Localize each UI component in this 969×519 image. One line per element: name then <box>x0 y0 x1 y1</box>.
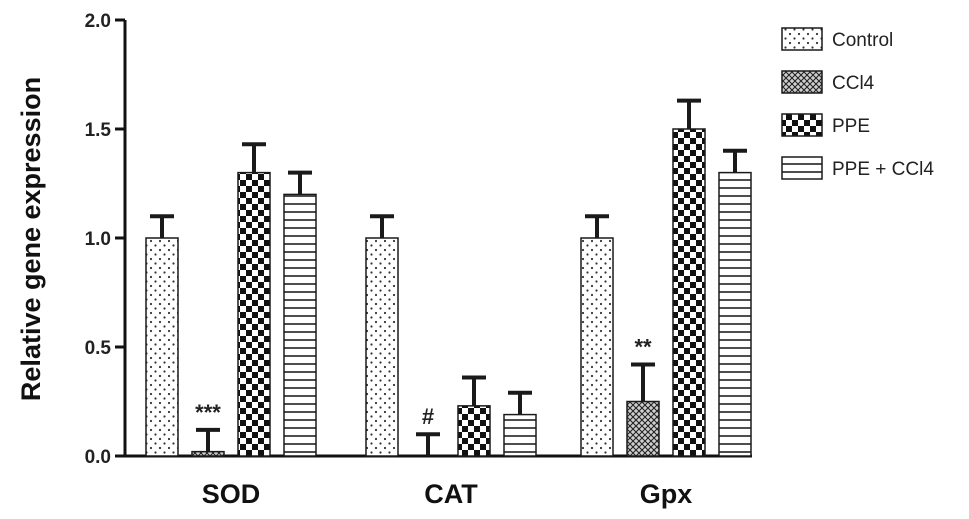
bar-gpx-ppe-ccl4 <box>718 171 752 457</box>
y-axis-label-group: Relative gene expression <box>16 77 46 401</box>
axis-frame <box>123 20 752 458</box>
bar-gpx-ccl4 <box>626 400 660 457</box>
legend-label: CCl4 <box>832 73 875 94</box>
y-tick-label: 2.0 <box>85 11 111 32</box>
x-category-label: CAT <box>424 479 478 509</box>
x-category-labels: SOD CAT Gpx <box>202 479 693 509</box>
significance-annotation: ** <box>634 334 652 359</box>
x-category-label: SOD <box>202 479 261 509</box>
legend: Control CCl4 PPE PPE + CCl4 <box>781 27 934 180</box>
axes <box>123 20 752 458</box>
y-ticks: 0.0 0.5 1.0 1.5 2.0 <box>85 11 125 468</box>
legend-swatch <box>781 113 823 137</box>
y-axis-label: Relative gene expression <box>16 77 46 401</box>
bar-gpx-ppe <box>672 128 706 457</box>
legend-swatch <box>781 70 823 94</box>
bar-gpx-control <box>580 237 614 457</box>
y-tick-label: 0.5 <box>85 338 112 359</box>
y-tick-label: 0.0 <box>85 447 111 468</box>
legend-label: Control <box>832 30 893 51</box>
bar-cat-ppe <box>457 405 491 457</box>
significance-annotation: *** <box>195 400 221 425</box>
bars <box>145 128 752 457</box>
bar-sod-control <box>145 237 179 457</box>
annotations: *** # ** <box>195 334 652 429</box>
x-category-label: Gpx <box>640 479 693 509</box>
significance-annotation: # <box>422 404 434 429</box>
bar-cat-control <box>365 237 399 457</box>
bar-cat-ppe-ccl4 <box>503 413 537 457</box>
legend-label: PPE + CCl4 <box>832 159 934 180</box>
bar-sod-ppe-ccl4 <box>283 193 317 457</box>
legend-swatch <box>781 156 823 180</box>
legend-swatch <box>781 27 823 51</box>
error-bars <box>150 98 747 456</box>
y-tick-label: 1.5 <box>85 120 112 141</box>
legend-label: PPE <box>832 116 870 137</box>
bar-sod-ppe <box>237 171 271 457</box>
bar-sod-ccl4 <box>191 450 225 457</box>
y-tick-label: 1.0 <box>85 229 111 250</box>
